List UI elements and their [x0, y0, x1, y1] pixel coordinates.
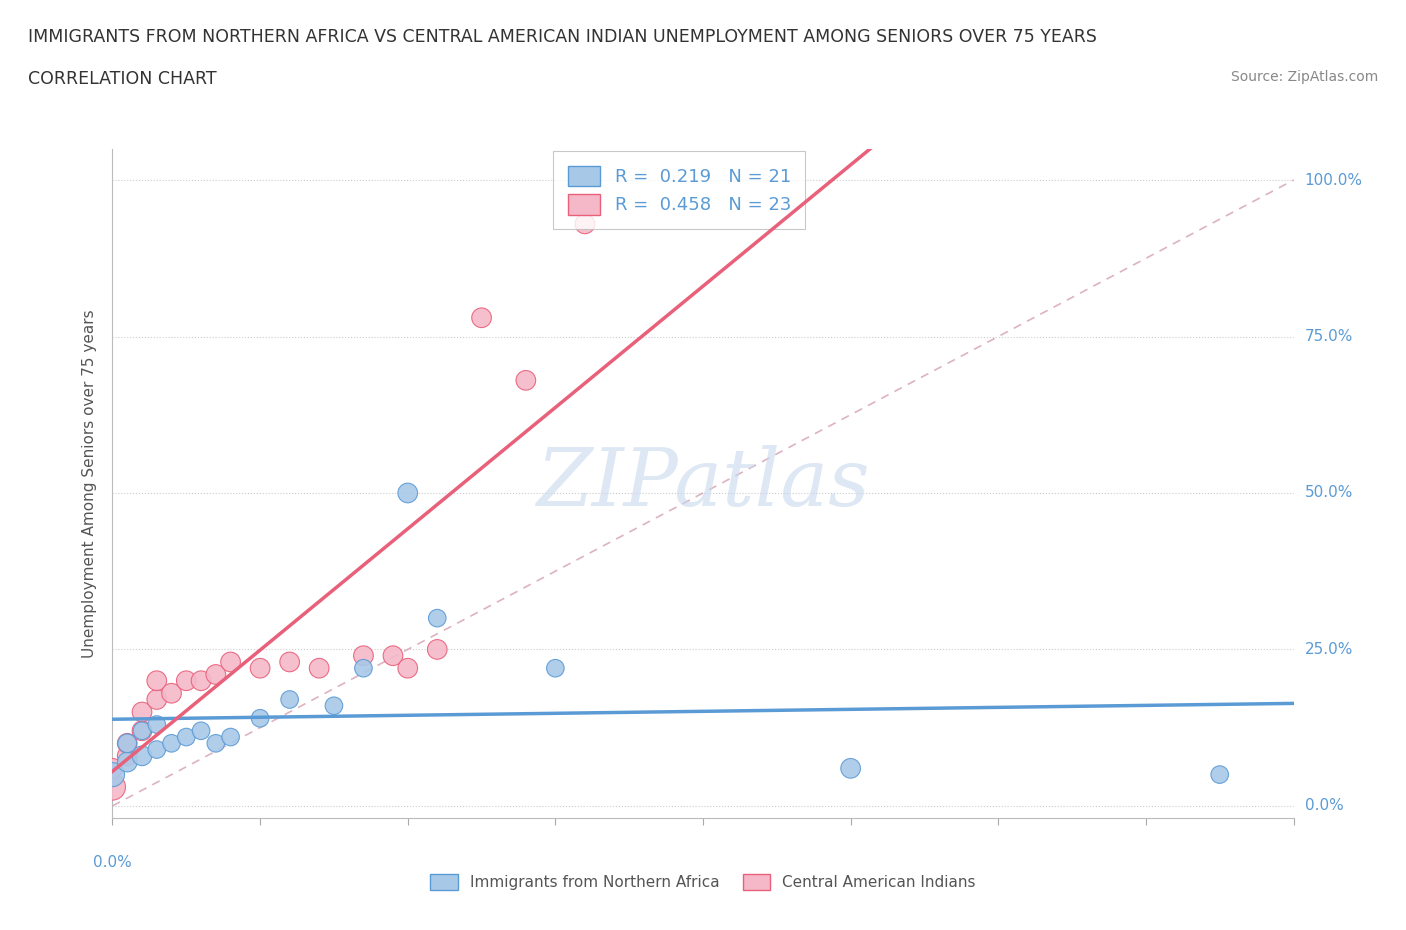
Text: 100.0%: 100.0% — [1305, 173, 1362, 188]
Text: CORRELATION CHART: CORRELATION CHART — [28, 70, 217, 87]
Point — [146, 717, 169, 732]
Point — [544, 661, 567, 676]
Point — [174, 673, 197, 688]
Point — [278, 692, 301, 707]
Text: 0.0%: 0.0% — [1305, 798, 1343, 814]
Point — [352, 661, 374, 676]
Point — [205, 667, 228, 682]
Point — [249, 661, 271, 676]
Point — [205, 736, 228, 751]
Text: 50.0%: 50.0% — [1305, 485, 1353, 500]
Point — [219, 730, 242, 745]
Point — [352, 648, 374, 663]
Point — [117, 754, 138, 769]
Point — [382, 648, 405, 663]
Point — [131, 749, 153, 764]
Point — [278, 655, 301, 670]
Point — [101, 761, 124, 776]
Text: 75.0%: 75.0% — [1305, 329, 1353, 344]
Point — [426, 642, 449, 657]
Point — [146, 692, 169, 707]
Point — [574, 217, 596, 232]
Legend: Immigrants from Northern Africa, Central American Indians: Immigrants from Northern Africa, Central… — [423, 867, 983, 897]
Point — [117, 749, 138, 764]
Point — [160, 685, 183, 700]
Point — [174, 730, 197, 745]
Text: ZIPatlas: ZIPatlas — [536, 445, 870, 523]
Point — [471, 311, 494, 325]
Point — [160, 736, 183, 751]
Point — [131, 724, 153, 738]
Point — [190, 673, 212, 688]
Point — [426, 611, 449, 626]
Point — [396, 485, 419, 500]
Point — [308, 661, 330, 676]
Point — [219, 655, 242, 670]
Point — [131, 724, 153, 738]
Point — [190, 724, 212, 738]
Point — [396, 661, 419, 676]
Point — [117, 736, 138, 751]
Point — [131, 705, 153, 720]
Point — [146, 673, 169, 688]
Text: 0.0%: 0.0% — [93, 856, 132, 870]
Point — [323, 698, 346, 713]
Text: IMMIGRANTS FROM NORTHERN AFRICA VS CENTRAL AMERICAN INDIAN UNEMPLOYMENT AMONG SE: IMMIGRANTS FROM NORTHERN AFRICA VS CENTR… — [28, 28, 1097, 46]
Point — [101, 779, 124, 794]
Point — [101, 767, 124, 782]
Point — [839, 761, 862, 776]
Text: 25.0%: 25.0% — [1305, 642, 1353, 657]
Text: Source: ZipAtlas.com: Source: ZipAtlas.com — [1230, 70, 1378, 84]
Y-axis label: Unemployment Among Seniors over 75 years: Unemployment Among Seniors over 75 years — [82, 310, 97, 658]
Point — [1208, 767, 1232, 782]
Point — [146, 742, 169, 757]
Point — [249, 711, 271, 725]
Point — [515, 373, 537, 388]
Point — [117, 736, 138, 751]
